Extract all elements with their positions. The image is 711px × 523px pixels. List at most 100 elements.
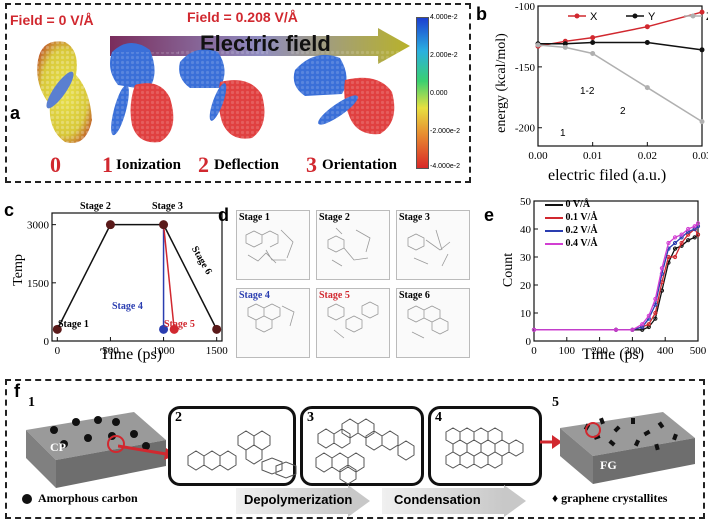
stage-num-1: 1 (102, 152, 113, 177)
chart-e: 0 100 200 300 400 500 0 10 20 30 40 50 (520, 196, 707, 357)
chart-c-xtick-label-2: 1000 (153, 345, 176, 357)
chart-e-xtick-label-1: 100 (559, 345, 576, 357)
legend-label-1: 0.1 V/Å (565, 212, 598, 223)
chart-e-ylabel: Count (501, 252, 516, 288)
chart-e-point-2-8 (672, 240, 678, 246)
chart-b-point-X-2 (590, 35, 596, 41)
chart-e-point-3-7 (666, 240, 671, 246)
chart-b-point-X-4 (699, 9, 705, 15)
molecule-renderings (37, 41, 402, 144)
chart-b-xtick-label-2: 0.02 (638, 150, 657, 162)
legend-label-3: 0.4 V/Å (565, 238, 598, 249)
sim-stage-4: Stage 4 (236, 288, 310, 358)
stage-num-0: 0 (50, 152, 61, 177)
chart-b-point-Y-3 (644, 40, 650, 46)
chart-b-xlabel: electric filed (a.u.) (548, 167, 667, 184)
chart-e-point-3-4 (646, 313, 651, 318)
sim-structures (245, 227, 451, 339)
chart-e-ytick-label-3: 30 (520, 252, 532, 264)
stage-name-1: Ionization (116, 157, 182, 173)
stage-name-2: Deflection (214, 157, 279, 173)
chart-b-xtick-label-3: 0.03 (692, 150, 708, 162)
chart-e-point-1-8 (672, 254, 678, 260)
chart-e-xtick-label-4: 400 (657, 345, 674, 357)
chart-c-plot-frame (51, 212, 223, 342)
panel-b-label: b (476, 4, 487, 24)
chart-e-point-0-10 (686, 238, 691, 243)
chart-b-point-Y-2 (590, 40, 596, 46)
chart-b-line-Y (538, 41, 703, 51)
legend-item-3: 0.4 V/Å (545, 237, 598, 250)
chart-c: 0 500 1000 1500 0 1500 3000 (27, 212, 228, 357)
panel-f-label: f (14, 381, 20, 401)
chart-b-legend-label-Y: Y (648, 11, 656, 23)
chart-e-point-3-3 (640, 322, 645, 327)
chart-b-legend-label-X: X (590, 11, 598, 23)
cp-slab (26, 412, 166, 488)
amorphous-dot-icon (22, 494, 32, 505)
chart-e-point-0-5 (653, 316, 658, 321)
stage-num-2: 2 (198, 152, 209, 177)
chart-c-stage-3: Stage 3 (152, 201, 183, 212)
colorbar-tick-4: -4.000e-2 (430, 163, 460, 170)
chart-b-plot-frame (537, 5, 703, 147)
chart-e-plot-frame (533, 200, 699, 342)
chart-c-stage-marker-5 (169, 324, 179, 334)
chart-b-point-Y-4 (699, 47, 705, 53)
graphene-legend: ♦ graphene crystallites (552, 491, 667, 506)
chart-e-xtick-label-3: 300 (624, 345, 641, 357)
chart-e-point-0-8 (672, 246, 678, 251)
chart-e-point-3-6 (659, 266, 665, 271)
molecule-state-1 (110, 42, 180, 144)
chart-b-ylabel: energy (kcal/mol) (494, 33, 509, 133)
arrow-to-step-5 (540, 435, 562, 449)
chart-e-xlabel: Time (ps) (582, 346, 645, 363)
sim-stage-1-label: Stage 1 (239, 212, 270, 223)
chart-e-point-3-11 (692, 224, 697, 229)
chart-b-point-X-3 (644, 24, 650, 30)
step-4-label: 4 (435, 410, 442, 425)
amorphous-legend: Amorphous carbon (22, 491, 138, 506)
chart-b-ytick-label-1: -150 (515, 62, 536, 74)
chart-e-point-1-5 (653, 310, 658, 316)
step-3-label: 3 (307, 410, 314, 425)
chart-e-point-3-9 (679, 232, 684, 237)
chart-e-ytick-label-1: 10 (520, 308, 532, 320)
diamond-icon: ♦ (552, 491, 559, 505)
chart-c-xtick-label-1: 500 (102, 345, 119, 357)
chart-e-point-3-2 (630, 327, 635, 332)
sim-stage-5-label: Stage 5 (319, 290, 350, 301)
chart-b-point-Z-0 (535, 42, 541, 48)
sim-stage-6: Stage 6 (396, 288, 470, 358)
condensation-text: Condensation (394, 492, 481, 507)
colorbar-tick-1: 2.000e-2 (430, 52, 458, 59)
chart-b-xtick-label-0: 0.00 (528, 150, 548, 162)
chart-b-xtick-label-1: 0.01 (583, 150, 602, 162)
field-zero-label: Field = 0 V/Å (10, 12, 94, 28)
chart-e-point-3-0 (531, 327, 537, 332)
chart-b-ytick-label-2: -200 (515, 123, 536, 135)
chart-b-point-Y-1 (562, 41, 568, 47)
chart-c-line-heating (56, 224, 112, 330)
legend-label-2: 0.2 V/Å (565, 225, 598, 236)
cp-label: CP (50, 440, 66, 454)
molecule-state-0 (37, 41, 92, 144)
chart-e-ytick-label-5: 50 (520, 196, 532, 208)
chart-b-legend-marker-Y (632, 13, 638, 19)
amorphous-legend-text: Amorphous carbon (38, 491, 138, 505)
step-molecules (187, 418, 524, 485)
legend-item-1: 0.1 V/Å (545, 211, 598, 224)
chart-b-point-Z-4 (699, 119, 705, 125)
chart-b-annot-1: 1 (560, 128, 566, 139)
chart-e-point-3-12 (695, 221, 701, 226)
chart-c-ylabel: Temp (11, 254, 26, 286)
chart-c-stage-marker-3 (159, 220, 169, 230)
chart-b-point-Z-1 (562, 44, 568, 50)
chart-c-ytick-label-0: 0 (44, 336, 50, 348)
depolymerization-arrow-tip (348, 485, 370, 517)
chart-e-point-3-10 (686, 226, 691, 232)
chart-e-point-1-9 (679, 240, 684, 246)
chart-b-point-Z-2 (590, 50, 596, 56)
step-1-label: 1 (28, 395, 35, 410)
chart-e-xtick-label-5: 500 (690, 345, 707, 357)
